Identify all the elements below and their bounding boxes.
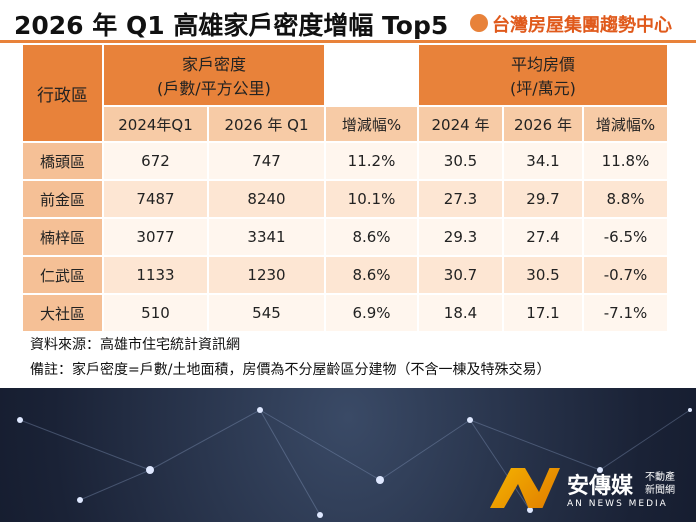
table-cell: 30.5 xyxy=(418,142,503,180)
footer-sub: 新聞網 xyxy=(645,485,675,496)
footer-brand: 安傳媒 xyxy=(567,474,634,499)
table-cell: 17.1 xyxy=(503,294,583,332)
table-cell: 34.1 xyxy=(503,142,583,180)
table-cell: 30.7 xyxy=(418,256,503,294)
table-cell: 545 xyxy=(208,294,325,332)
group-header-label: 家戶密度 xyxy=(181,55,246,74)
table-cell: -6.5% xyxy=(583,218,668,256)
table-cell: 8.6% xyxy=(325,218,418,256)
row-header: 仁武區 xyxy=(22,256,103,294)
table-cell: 18.4 xyxy=(418,294,503,332)
title-rule xyxy=(0,40,696,43)
table-cell: 30.5 xyxy=(503,256,583,294)
row-header: 橋頭區 xyxy=(22,142,103,180)
column-header: 2026 年 Q1 xyxy=(208,106,325,142)
logo: 台灣房屋集團趨勢中心 xyxy=(492,15,672,36)
table-cell: 10.1% xyxy=(325,180,418,218)
table-cell: 6.9% xyxy=(325,294,418,332)
table-cell: 3341 xyxy=(208,218,325,256)
column-header: 2026 年 xyxy=(503,106,583,142)
note: 資料來源：高雄市住宅統計資訊網 xyxy=(30,337,240,353)
group-header-label: 平均房價 xyxy=(510,55,575,74)
table-cell: 27.3 xyxy=(418,180,503,218)
table-cell: -7.1% xyxy=(583,294,668,332)
table-cell: 29.7 xyxy=(503,180,583,218)
column-header: 增減幅% xyxy=(325,106,418,142)
logo-icon xyxy=(470,14,488,32)
corner-header: 行政區 xyxy=(22,44,103,142)
footer-sub: 不動產 xyxy=(645,472,675,483)
table-cell: 11.2% xyxy=(325,142,418,180)
table-cell: 1133 xyxy=(103,256,208,294)
table-cell: 8.6% xyxy=(325,256,418,294)
column-header: 2024年Q1 xyxy=(103,106,208,142)
table-cell: 3077 xyxy=(103,218,208,256)
table-cell: 1230 xyxy=(208,256,325,294)
group-header: 平均房價 (坪/萬元) xyxy=(418,44,668,106)
row-header: 大社區 xyxy=(22,294,103,332)
note: 備註：家戶密度=戶數/土地面積，房價為不分屋齡區分建物（不含一棟及特殊交易） xyxy=(30,362,551,378)
footer-en: AN NEWS MEDIA xyxy=(567,499,668,509)
table-cell: 8.8% xyxy=(583,180,668,218)
table-cell: 510 xyxy=(103,294,208,332)
table-cell: 29.3 xyxy=(418,218,503,256)
row-header: 楠梓區 xyxy=(22,218,103,256)
title: 2026 年 Q1 高雄家戶密度增幅 Top5 xyxy=(14,11,449,40)
table-cell: -0.7% xyxy=(583,256,668,294)
table-cell: 27.4 xyxy=(503,218,583,256)
table-cell: 11.8% xyxy=(583,142,668,180)
group-header: 家戶密度 (戶數/平方公里) xyxy=(103,44,325,106)
row-header: 前金區 xyxy=(22,180,103,218)
table-cell: 672 xyxy=(103,142,208,180)
group-header-unit: (戶數/平方公里) xyxy=(157,79,271,98)
table-cell: 8240 xyxy=(208,180,325,218)
column-header: 2024 年 xyxy=(418,106,503,142)
table-cell: 7487 xyxy=(103,180,208,218)
column-header: 增減幅% xyxy=(583,106,668,142)
table-cell: 747 xyxy=(208,142,325,180)
group-header-unit: (坪/萬元) xyxy=(510,79,576,98)
